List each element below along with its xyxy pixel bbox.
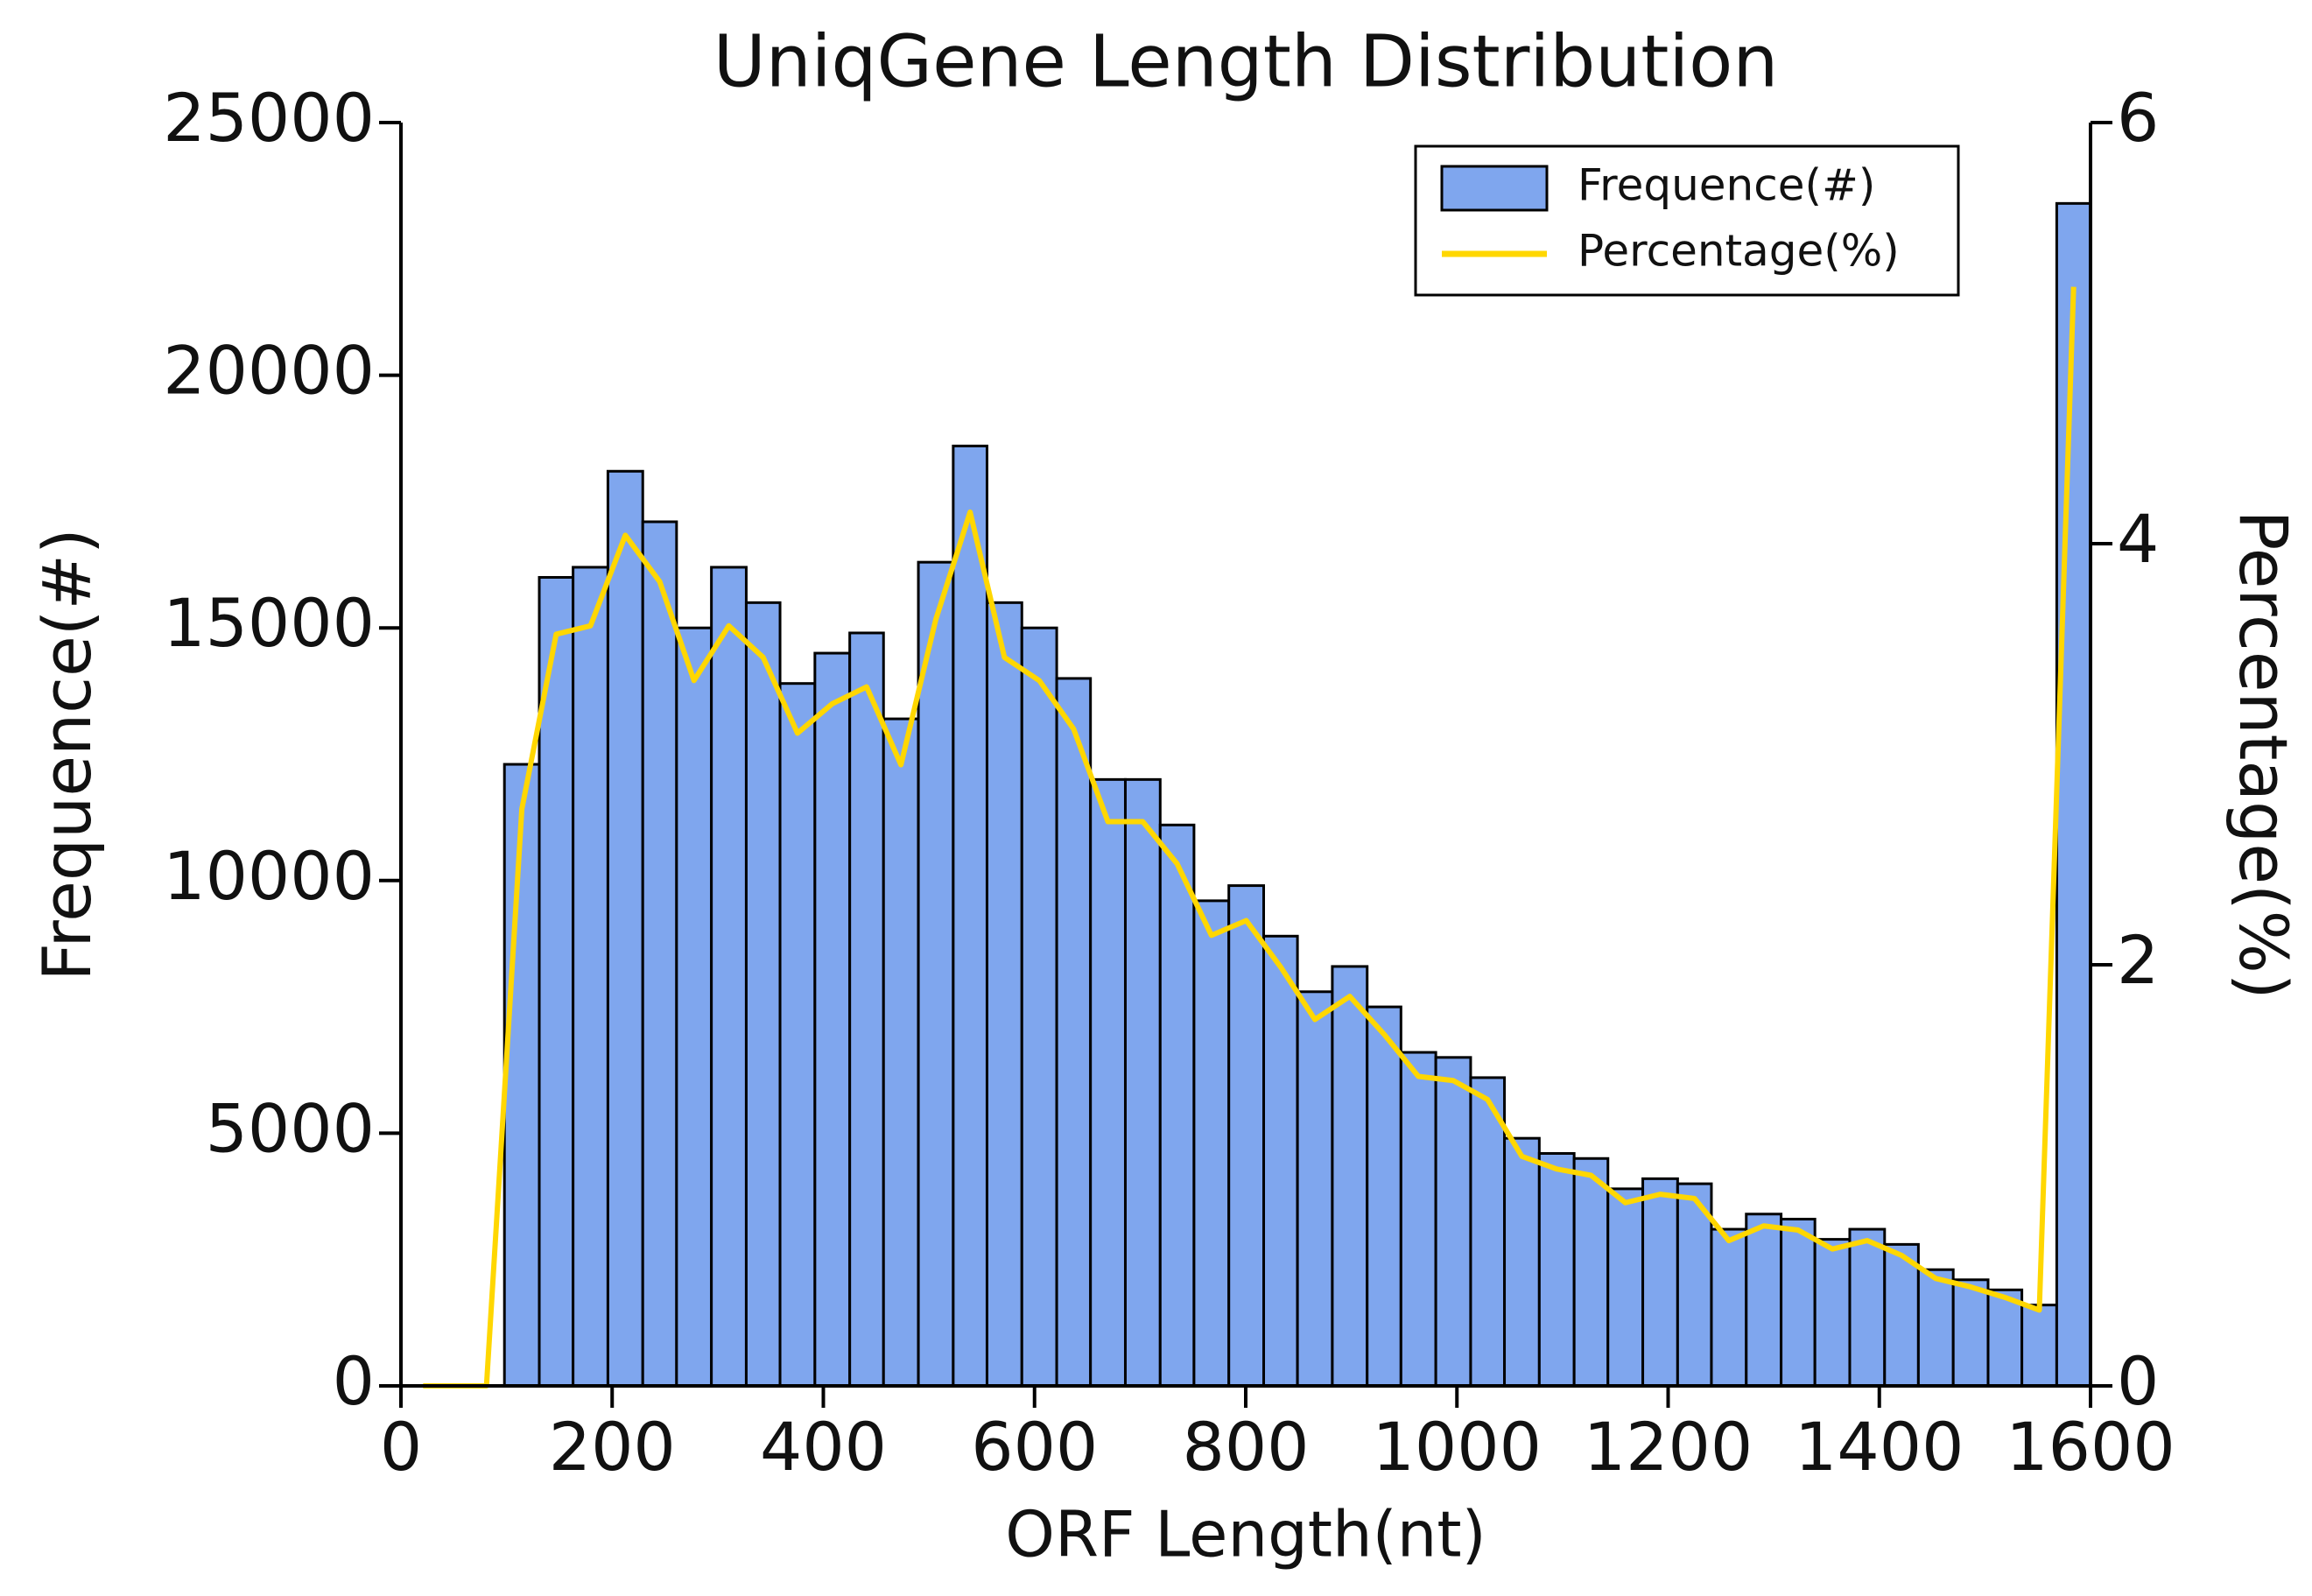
bar [848,631,885,1388]
percentage-line [423,286,2077,1389]
y-tick-label: 20000 [163,332,375,410]
bar [606,469,644,1388]
bar [1745,1213,1783,1388]
bar [917,560,955,1388]
bar [1192,899,1231,1388]
x-tick-label: 1400 [1795,1408,1964,1486]
y2-tick-label: 4 [2117,500,2159,578]
y-tick-label: 15000 [163,584,375,662]
bar [1641,1177,1679,1388]
bar [1123,777,1162,1388]
bar [1780,1218,1817,1388]
y-tick-label: 10000 [163,837,375,915]
bar [1399,1051,1437,1388]
bar [1848,1227,1887,1388]
bar [1503,1136,1541,1388]
y-tick-label: 0 [333,1342,375,1420]
bar [1331,965,1369,1388]
x-tick-label: 600 [971,1408,1098,1486]
bar [502,763,541,1388]
bar [1813,1238,1852,1388]
y-tick-label: 25000 [163,79,375,157]
bar [1262,934,1299,1388]
bar [1951,1278,1990,1388]
bar [1606,1187,1645,1388]
bar [1916,1268,1955,1388]
y-axis-label: Frequence(#) [28,528,106,981]
bar [1572,1157,1610,1388]
x-tick-label: 0 [380,1408,422,1486]
y2-axis-label: Percentage(%) [2224,510,2302,999]
bar [1158,823,1196,1388]
x-tick-label: 1600 [2006,1408,2175,1486]
bar [1055,677,1093,1388]
x-tick-label: 1000 [1373,1408,1542,1486]
bar [1020,626,1058,1388]
bar [985,601,1023,1388]
bar [572,566,609,1388]
bar [744,601,782,1388]
bar [1434,1056,1472,1388]
y2-tick-label: 2 [2117,921,2159,999]
x-tick-label: 800 [1182,1408,1309,1486]
bar [1537,1151,1576,1388]
bar [641,520,678,1388]
legend-label: Frequence(#) [1578,160,1875,211]
y2-tick-label: 6 [2117,79,2159,157]
bar [813,651,852,1388]
bar [2055,201,2092,1388]
y-tick-label: 5000 [206,1089,375,1167]
x-tick-label: 400 [760,1408,887,1486]
bar [675,626,713,1388]
bar [1296,990,1334,1388]
bar [778,682,817,1388]
bar [1366,1005,1402,1388]
chart-title: UniqGene Length Distribution [713,20,1779,103]
x-tick-label: 200 [549,1408,676,1486]
y2-tick-label: 0 [2117,1342,2159,1420]
bar [1089,777,1127,1388]
x-axis-label: ORF Length(nt) [1005,1498,1486,1571]
bar [1227,884,1266,1388]
bar [2020,1304,2058,1388]
bar [882,717,920,1388]
legend-swatch [1440,165,1549,212]
bar [1710,1227,1748,1388]
bar [710,566,748,1388]
legend-label: Percentage(%) [1578,226,1900,277]
bar [952,444,988,1388]
x-tick-label: 1200 [1584,1408,1753,1486]
